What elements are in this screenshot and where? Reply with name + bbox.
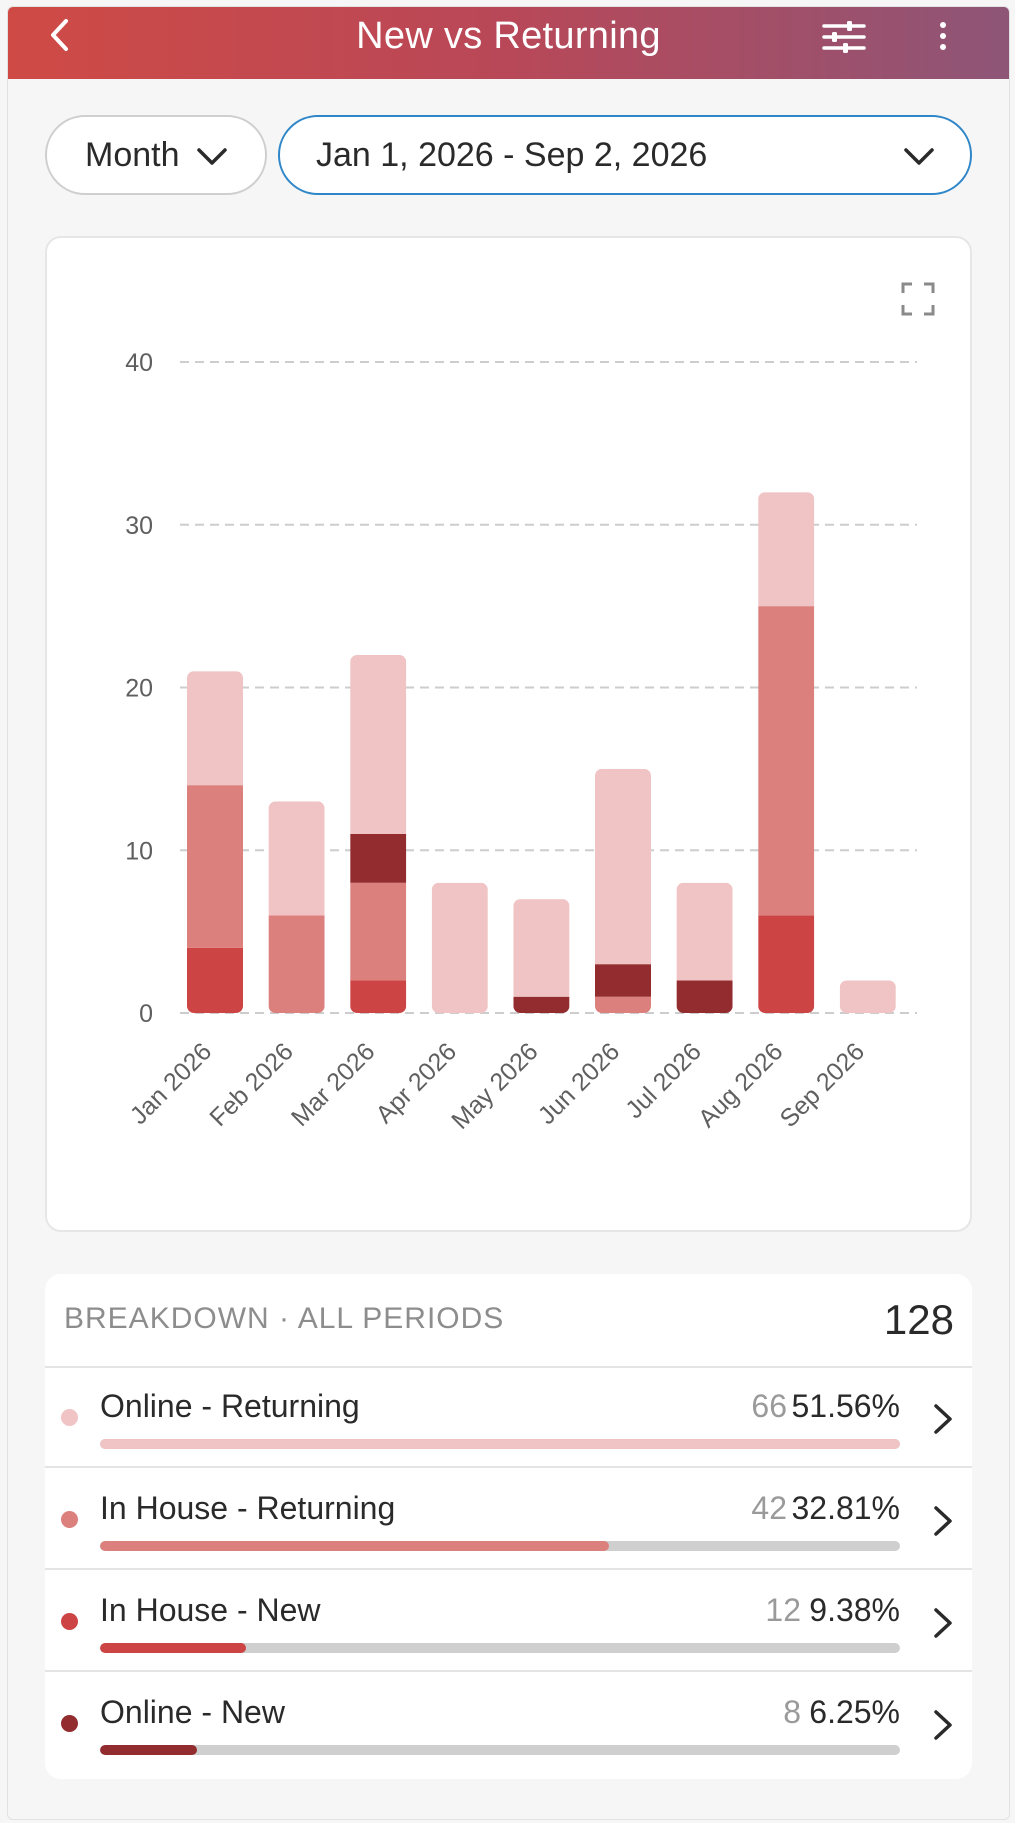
- x-tick-label: Feb 2026: [204, 1037, 298, 1131]
- breakdown-row-percent: 32.81%: [791, 1490, 900, 1526]
- y-tick-label: 20: [125, 675, 153, 703]
- y-tick-label: 0: [139, 1000, 153, 1028]
- bar-segment: [513, 899, 570, 997]
- bar-segment: [758, 606, 815, 916]
- more-vertical-icon: [940, 22, 946, 50]
- bar-segment: [187, 785, 243, 948]
- x-tick-label: Sep 2026: [775, 1037, 870, 1132]
- bar-segment: [268, 915, 325, 1013]
- breakdown-row-count: 42: [751, 1490, 787, 1526]
- breakdown-panel: BREAKDOWN · ALL PERIODS 128 Online - Ret…: [45, 1274, 972, 1779]
- breakdown-total: 128: [883, 1296, 954, 1343]
- bar-segment: [187, 947, 243, 1013]
- page-title: New vs Returning: [356, 15, 661, 57]
- bar-segment: [431, 882, 488, 1013]
- period-select[interactable]: Month: [45, 115, 267, 195]
- chevron-right-icon: [934, 1506, 952, 1536]
- bar-stack: [758, 492, 815, 1013]
- legend-dot: [61, 1409, 78, 1426]
- breakdown-row-percent: 9.38%: [809, 1592, 900, 1628]
- breakdown-progress-fill: [100, 1439, 900, 1449]
- breakdown-row-percent: 51.56%: [791, 1388, 900, 1424]
- more-options-button[interactable]: [933, 17, 953, 57]
- bar-segment: [268, 801, 325, 916]
- legend-dot: [61, 1715, 78, 1732]
- chevron-down-icon: [904, 148, 934, 165]
- breakdown-progress-fill: [100, 1541, 609, 1551]
- breakdown-progress-track: [100, 1643, 900, 1653]
- breakdown-row-in-house-returning[interactable]: In House - Returning 42 32.81%: [45, 1468, 972, 1570]
- breakdown-progress-fill: [100, 1643, 246, 1653]
- breakdown-row-count: 8: [783, 1694, 801, 1730]
- x-tick-label: Aug 2026: [693, 1037, 788, 1132]
- bar-stack: [431, 882, 488, 1013]
- x-tick-label: May 2026: [446, 1037, 543, 1134]
- bar-segment: [595, 964, 651, 997]
- breakdown-row-online-new[interactable]: Online - New 8 6.25%: [45, 1672, 972, 1774]
- breakdown-progress-fill: [100, 1745, 197, 1755]
- breakdown-row-in-house-new[interactable]: In House - New 12 9.38%: [45, 1570, 972, 1672]
- y-tick-label: 10: [125, 837, 153, 865]
- bar-segment: [758, 915, 815, 1013]
- bar-segment: [350, 654, 407, 834]
- chevron-right-icon: [934, 1608, 952, 1638]
- legend-dot: [61, 1613, 78, 1630]
- bar-stack: [595, 768, 651, 1013]
- breakdown-row-label: In House - New: [100, 1592, 321, 1628]
- chart-card: 0 10 20 30 40 Jan 2026 Feb 2026 Mar 2026 Apr 202…: [45, 236, 972, 1232]
- date-range-value: Jan 1, 2026 - Sep 2, 2026: [316, 135, 708, 174]
- x-tick-label: Mar 2026: [286, 1037, 380, 1131]
- bar-segment: [676, 882, 733, 981]
- breakdown-progress-track: [100, 1745, 900, 1755]
- chevron-left-icon: [51, 19, 68, 51]
- expand-icon: [901, 282, 935, 316]
- bar-stack: [513, 899, 570, 1013]
- breakdown-progress-track: [100, 1541, 900, 1551]
- chevron-down-icon: [197, 148, 227, 165]
- top-bar: New vs Returning: [8, 7, 1009, 79]
- bar-stack: [676, 882, 733, 1013]
- app-screen: New vs Returning Month Jan 1, 20: [7, 6, 1010, 1820]
- bar-segment: [758, 492, 815, 607]
- breakdown-row-percent: 6.25%: [809, 1694, 900, 1730]
- bar-segment: [676, 980, 733, 1013]
- bar-segment: [513, 996, 570, 1013]
- expand-chart-button[interactable]: [901, 282, 935, 316]
- bar-segment: [350, 980, 407, 1013]
- bar-segment: [350, 833, 407, 883]
- breakdown-row-label: In House - Returning: [100, 1490, 396, 1526]
- bar-segment: [187, 671, 243, 786]
- breakdown-row-label: Online - New: [100, 1694, 285, 1730]
- back-button[interactable]: [44, 15, 84, 55]
- breakdown-row-count: 12: [765, 1592, 801, 1628]
- y-tick-label: 30: [125, 512, 153, 540]
- bar-segment: [350, 882, 407, 981]
- bar-segment: [595, 996, 651, 1013]
- bar-stack: [268, 801, 325, 1013]
- filter-settings-button[interactable]: [821, 17, 867, 57]
- y-tick-label: 40: [125, 349, 153, 377]
- bar-segment: [595, 768, 651, 965]
- period-select-value: Month: [85, 135, 180, 174]
- breakdown-progress-track: [100, 1439, 900, 1449]
- breakdown-row-label: Online - Returning: [100, 1388, 360, 1424]
- x-tick-label: Jun 2026: [533, 1037, 626, 1130]
- bar-segment: [839, 980, 896, 1013]
- sliders-icon: [822, 21, 866, 53]
- chevron-right-icon: [934, 1710, 952, 1740]
- breakdown-row-online-returning[interactable]: Online - Returning 66 51.56%: [45, 1366, 972, 1468]
- breakdown-title: BREAKDOWN · ALL PERIODS: [64, 1302, 505, 1335]
- bar-stack: [350, 654, 407, 1013]
- breakdown-row-count: 66: [751, 1388, 787, 1424]
- date-range-select[interactable]: Jan 1, 2026 - Sep 2, 2026: [278, 115, 972, 195]
- breakdown-header: BREAKDOWN · ALL PERIODS 128: [45, 1274, 972, 1368]
- bar-stack: [839, 980, 896, 1013]
- x-tick-label: Jan 2026: [125, 1037, 218, 1130]
- chevron-right-icon: [934, 1404, 952, 1434]
- legend-dot: [61, 1511, 78, 1528]
- bar-stack: [187, 671, 243, 1013]
